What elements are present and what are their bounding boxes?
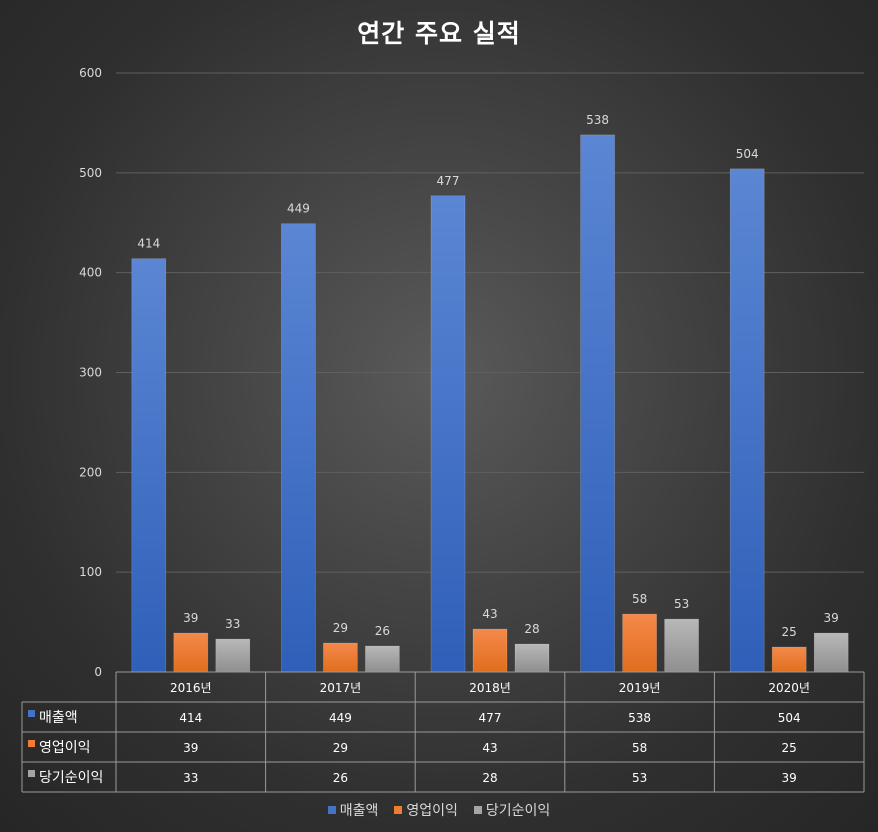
data-label: 29 bbox=[333, 621, 348, 635]
data-label: 53 bbox=[674, 597, 689, 611]
legend-swatch bbox=[394, 806, 403, 814]
bar bbox=[472, 628, 508, 673]
x-tick-label: 2017년 bbox=[320, 681, 362, 695]
table-cell: 26 bbox=[333, 771, 348, 785]
y-tick-label: 100 bbox=[79, 565, 102, 579]
legend-swatch bbox=[473, 806, 482, 814]
bar bbox=[281, 223, 316, 673]
legend-swatch bbox=[327, 806, 336, 814]
data-label: 58 bbox=[632, 592, 647, 606]
table-cell: 43 bbox=[482, 741, 497, 755]
bar bbox=[622, 613, 657, 673]
table-series-name: 매출액 bbox=[39, 710, 78, 726]
bar bbox=[323, 642, 358, 673]
y-tick-label: 300 bbox=[79, 366, 102, 380]
table-series-name: 영업이익 bbox=[39, 740, 91, 756]
data-label: 39 bbox=[824, 611, 839, 625]
bar bbox=[215, 638, 251, 673]
x-tick-label: 2018년 bbox=[469, 681, 511, 695]
y-tick-label: 400 bbox=[79, 266, 102, 280]
legend-label: 당기순이익 bbox=[485, 803, 551, 819]
legend: 매출액 영업이익 당기순이익 bbox=[0, 800, 878, 820]
bar bbox=[580, 134, 615, 673]
bar bbox=[131, 258, 167, 673]
bar bbox=[365, 645, 400, 673]
bars bbox=[131, 134, 849, 673]
y-axis-ticks: 0 100 200 300 400 500 600 bbox=[79, 66, 102, 679]
table-cell: 29 bbox=[333, 741, 348, 755]
table-cell: 39 bbox=[782, 771, 797, 785]
data-label: 477 bbox=[437, 174, 460, 188]
table-cell: 477 bbox=[479, 711, 502, 725]
legend-item: 영업이익 bbox=[394, 800, 458, 820]
y-tick-label: 600 bbox=[79, 66, 102, 80]
bar bbox=[514, 643, 550, 673]
bar bbox=[664, 618, 699, 673]
data-label: 28 bbox=[524, 622, 539, 636]
data-label: 43 bbox=[482, 607, 497, 621]
table-cell: 414 bbox=[179, 711, 202, 725]
x-tick-label: 2016년 bbox=[170, 681, 212, 695]
y-tick-label: 0 bbox=[94, 665, 102, 679]
table-cell: 504 bbox=[778, 711, 801, 725]
legend-item: 당기순이익 bbox=[473, 800, 551, 820]
data-label: 504 bbox=[736, 147, 759, 161]
bar bbox=[771, 646, 807, 673]
bar bbox=[729, 168, 765, 673]
data-label: 538 bbox=[586, 113, 609, 127]
table-cell: 53 bbox=[632, 771, 647, 785]
bar bbox=[173, 632, 209, 673]
y-tick-label: 200 bbox=[79, 465, 102, 479]
x-tick-label: 2019년 bbox=[619, 681, 661, 695]
table-cell: 25 bbox=[782, 741, 797, 755]
table-series-swatch bbox=[28, 740, 35, 747]
table-cell: 33 bbox=[183, 771, 198, 785]
bar bbox=[430, 195, 466, 673]
data-label: 39 bbox=[183, 611, 198, 625]
x-tick-label: 2020년 bbox=[768, 681, 810, 695]
data-label: 33 bbox=[225, 617, 240, 631]
table-series-swatch bbox=[28, 770, 35, 777]
data-labels: 414 39 33 449 29 26 477 43 28 538 58 53 504 25 39 bbox=[137, 113, 838, 639]
data-label: 414 bbox=[137, 237, 160, 251]
table-cell: 449 bbox=[329, 711, 352, 725]
gridlines bbox=[116, 72, 864, 573]
legend-item: 매출액 bbox=[327, 800, 379, 820]
chart-title: 연간 주요 실적 bbox=[357, 19, 521, 48]
bar bbox=[813, 632, 849, 673]
table-cell: 39 bbox=[183, 741, 198, 755]
legend-label: 매출액 bbox=[339, 803, 379, 819]
table-cell: 28 bbox=[482, 771, 497, 785]
table-series-name: 당기순이익 bbox=[39, 770, 103, 786]
data-label: 449 bbox=[287, 202, 310, 216]
table-cell: 538 bbox=[628, 711, 651, 725]
y-tick-label: 500 bbox=[79, 166, 102, 180]
legend-label: 영업이익 bbox=[406, 803, 458, 819]
table-series-swatch bbox=[28, 710, 35, 717]
data-label: 26 bbox=[375, 624, 390, 638]
table-cell: 58 bbox=[632, 741, 647, 755]
data-label: 25 bbox=[782, 625, 797, 639]
